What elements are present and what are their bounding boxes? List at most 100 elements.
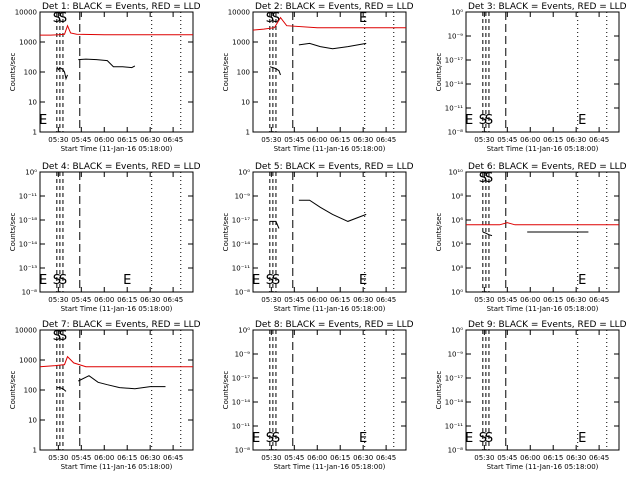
x-tick-label: 06:45 [589,454,609,462]
plot-frame [465,171,620,293]
x-tick-label: 06:45 [163,454,183,462]
event-marker-e: E [578,113,586,128]
event-marker-s: S [272,431,280,446]
y-tick-label: 10 [28,99,37,107]
chart-title: Det 5: BLACK = Events, RED = LLD [255,162,414,172]
y-axis-label: Counts/sec [9,371,17,410]
plot-frame [465,11,620,133]
chart-title: Det 3: BLACK = Events, RED = LLD [468,2,627,12]
x-tick-label: 06:30 [140,136,160,144]
x-tick-label: 06:45 [163,296,183,304]
event-marker-s: S [479,431,487,446]
y-tick-label: 1 [33,447,37,455]
event-marker-e: E [359,273,367,288]
event-marker-e: E [123,273,131,288]
y-tick-label: 10⁰ [238,327,250,335]
x-tick-label: 06:30 [353,296,373,304]
event-marker-s: S [485,171,493,186]
chart-panel-1: Det 1: BLACK = Events, RED = LLD 1 10 100 10… [9,2,201,153]
y-tick-label: 10000 [228,9,250,17]
series-line-events [482,231,493,237]
x-axis-label: Start Time (11-Jan-16 05:18:00) [61,145,173,153]
event-marker-e: E [252,431,260,446]
y-tick-label: 10⁻¹³ [19,265,37,273]
x-tick-label: 05:45 [284,296,304,304]
event-marker-s: S [485,113,493,128]
y-tick-label: 10⁶ [451,217,463,225]
y-tick-label: 10⁴ [451,241,463,249]
chart-title: Det 7: BLACK = Events, RED = LLD [42,320,201,330]
series-line-events [298,199,367,222]
y-tick-label: 10⁻⁹ [235,351,251,359]
event-marker-s: S [266,431,274,446]
x-tick-label: 06:15 [543,454,563,462]
event-marker-s: S [485,431,493,446]
event-marker-s: S [272,11,280,26]
x-tick-label: 06:15 [117,136,137,144]
chart-title: Det 6: BLACK = Events, RED = LLD [468,162,627,172]
y-tick-label: 10⁻¹¹ [445,105,463,113]
y-tick-label: 1 [246,129,250,137]
x-tick-label: 06:30 [353,454,373,462]
series-line-events [78,375,166,390]
x-axis-label: Start Time (11-Jan-16 05:18:00) [61,305,173,313]
y-tick-label: 10⁻⁸ [22,289,38,297]
y-tick-label: 10⁻¹⁴ [445,399,463,407]
x-tick-label: 06:15 [543,136,563,144]
x-tick-label: 06:30 [566,296,586,304]
x-tick-label: 06:45 [376,136,396,144]
y-tick-label: 10⁻¹⁷ [445,375,463,383]
x-tick-label: 06:00 [307,136,327,144]
event-marker-s: S [59,11,67,26]
event-marker-s: S [53,11,61,26]
x-tick-label: 05:30 [48,454,68,462]
y-tick-label: 10⁻¹⁴ [445,81,463,89]
y-tick-label: 10⁻⁸ [448,129,464,137]
y-tick-label: 10⁸ [451,193,463,201]
event-marker-e: E [465,431,473,446]
event-marker-e: E [465,113,473,128]
x-tick-label: 06:30 [353,136,373,144]
chart-title: Det 1: BLACK = Events, RED = LLD [42,2,201,12]
x-tick-label: 05:30 [474,454,494,462]
x-tick-label: 06:00 [94,454,114,462]
y-tick-label: 10⁻¹¹ [19,193,37,201]
series-line-events [269,66,281,76]
event-marker-e: E [39,273,47,288]
event-marker-e: E [359,11,367,26]
x-tick-label: 06:45 [589,136,609,144]
y-tick-label: 1000 [19,357,37,365]
y-axis-label: Counts/sec [222,213,230,252]
y-axis-label: Counts/sec [9,213,17,252]
x-tick-label: 05:30 [48,296,68,304]
event-marker-s: S [479,113,487,128]
y-tick-label: 10⁻¹¹ [232,423,250,431]
x-tick-label: 05:30 [474,136,494,144]
series-line-lld [40,24,193,36]
y-tick-label: 1000 [19,39,37,47]
x-tick-label: 05:45 [71,296,91,304]
chart-panel-6: Det 6: BLACK = Events, RED = LLD 10⁰ 10⁸ 10… [435,162,627,313]
y-tick-label: 10⁸ [451,265,463,273]
x-tick-label: 05:45 [71,454,91,462]
chart-title: Det 4: BLACK = Events, RED = LLD [42,162,201,172]
chart-panel-8: Det 8: BLACK = Events, RED = LLD 10⁻⁸ 10⁻¹… [222,320,414,471]
event-marker-s: S [59,329,67,344]
y-tick-label: 10⁻¹⁷ [445,57,463,65]
x-tick-label: 05:45 [497,454,517,462]
x-tick-label: 06:15 [330,296,350,304]
y-tick-label: 10⁻¹⁷ [232,375,250,383]
x-axis-label: Start Time (11-Jan-16 05:18:00) [274,463,386,471]
event-marker-e: E [359,431,367,446]
x-tick-label: 06:45 [376,454,396,462]
x-tick-label: 06:15 [330,454,350,462]
y-tick-label: 10⁰ [238,169,250,177]
x-tick-label: 05:30 [261,454,281,462]
series-line-events [269,220,280,229]
chart-panel-3: Det 3: BLACK = Events, RED = LLD 10⁻⁸ 10⁻¹… [435,2,627,153]
y-tick-label: 10⁻¹⁸ [19,217,37,225]
y-tick-label: 1000 [232,39,250,47]
x-tick-label: 05:45 [71,136,91,144]
x-tick-label: 05:30 [48,136,68,144]
